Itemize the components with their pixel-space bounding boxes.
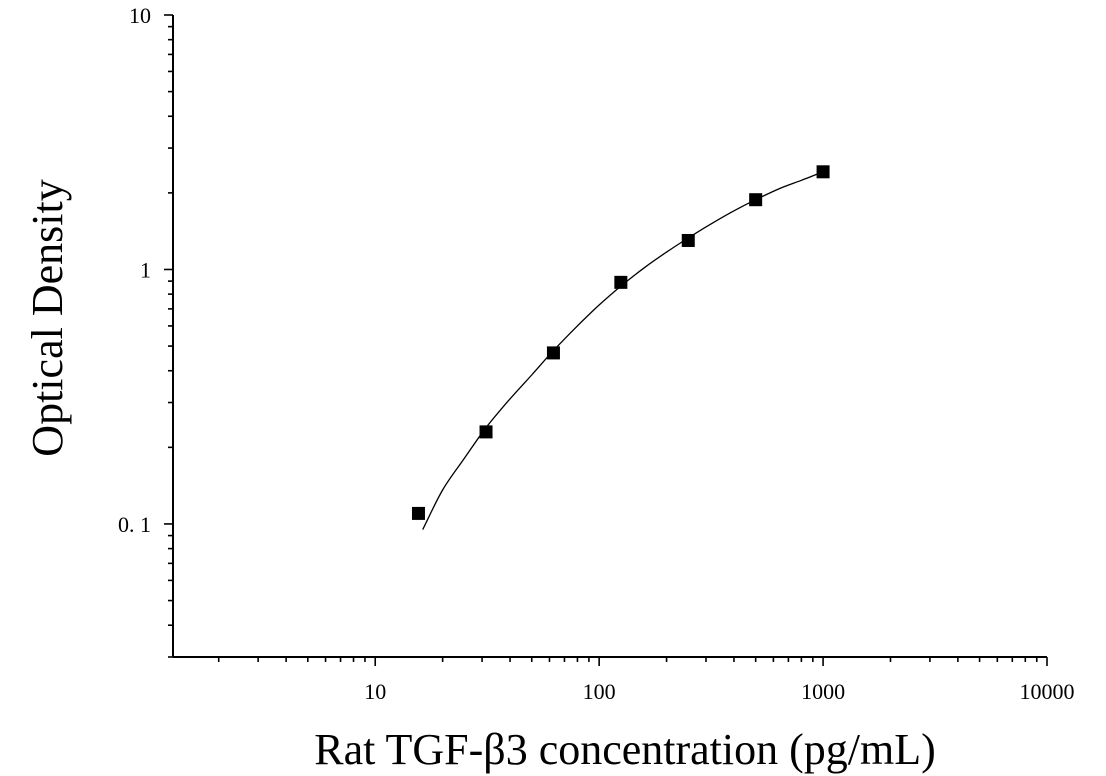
x-tick-label: 100 xyxy=(583,679,616,704)
axes xyxy=(172,15,1047,658)
data-point-marker xyxy=(546,346,560,360)
fit-curve-layer xyxy=(422,171,824,530)
y-tick-label: 10 xyxy=(129,3,151,28)
data-points xyxy=(411,165,830,520)
data-point-marker xyxy=(681,233,695,247)
x-tick-label: 10000 xyxy=(1020,679,1075,704)
y-axis-title: Optical Density xyxy=(23,179,72,456)
x-tick-label: 1000 xyxy=(801,679,845,704)
y-tick-label: 0. 1 xyxy=(118,512,151,537)
data-point-marker xyxy=(614,275,628,289)
y-tick-label: 1 xyxy=(140,257,151,282)
data-point-marker xyxy=(411,506,425,520)
fit-curve xyxy=(422,171,824,530)
data-point-marker xyxy=(816,165,830,179)
x-tick-label: 10 xyxy=(364,679,386,704)
x-axis-title: Rat TGF-β3 concentration (pg/mL) xyxy=(314,725,936,774)
axis-ticks xyxy=(164,14,1048,666)
data-point-marker xyxy=(479,425,493,439)
data-point-marker xyxy=(749,193,763,207)
axis-tick-labels: 10 100 1000 10000 10 1 0. 1 xyxy=(118,3,1075,704)
